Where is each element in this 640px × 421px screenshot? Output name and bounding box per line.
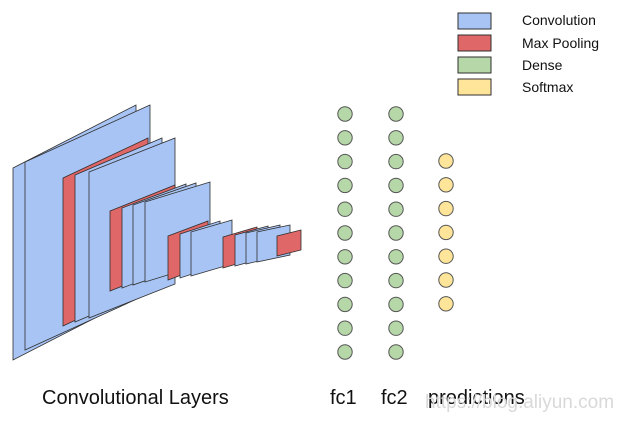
fc2-node-9: [388, 296, 404, 313]
fc1-node-9: [337, 296, 353, 313]
legend-label-convolution: Convolution: [522, 12, 596, 28]
legend-swatch-softmax: [457, 78, 492, 96]
prediction-node-1: [438, 153, 454, 169]
caption-fc2: fc2: [381, 387, 408, 409]
convolutional-layers-stack: [12, 104, 302, 361]
legend-label-softmax: Softmax: [522, 79, 574, 95]
caption-predictions: predictions: [428, 387, 525, 409]
caption-convolutional-layers: Convolutional Layers: [42, 387, 229, 409]
predictions-layer: [438, 153, 454, 312]
fc1-node-11: [337, 344, 353, 360]
fc1-node-8: [337, 272, 353, 289]
fc1-node-3: [337, 153, 353, 170]
fc2-node-4: [388, 177, 404, 194]
fc1-layer: [337, 106, 353, 360]
fc2-node-5: [388, 201, 404, 217]
fc2-node-10: [388, 320, 404, 336]
watermark: https://blog.aliyun.com: [425, 392, 615, 413]
fc2-node-8: [388, 272, 404, 289]
prediction-node-5: [438, 248, 454, 264]
fc2-node-7: [388, 249, 404, 265]
fc2-node-6: [388, 225, 404, 241]
fc1-node-10: [337, 320, 353, 336]
legend-label-max-pooling: Max Pooling: [522, 35, 600, 51]
fc2-node-11: [388, 344, 404, 360]
legend-label-dense: Dense: [522, 57, 563, 73]
fc2-layer: [388, 106, 404, 360]
fc2-node-2: [388, 130, 404, 146]
max-pooling-plane-17: [276, 229, 302, 257]
legend-swatch-convolution: [457, 12, 492, 30]
prediction-node-4: [438, 224, 454, 241]
fc1-node-5: [337, 201, 353, 217]
fc1-node-1: [337, 106, 353, 122]
caption-fc1: fc1: [330, 387, 357, 409]
fc1-node-7: [337, 249, 353, 265]
fc1-node-6: [337, 225, 353, 241]
fc1-node-4: [337, 177, 353, 194]
legend-swatch-dense: [457, 56, 492, 74]
legend: [457, 12, 492, 96]
fc2-node-1: [388, 106, 404, 122]
fc2-node-3: [388, 153, 404, 170]
prediction-node-6: [438, 272, 454, 288]
prediction-node-2: [438, 177, 454, 193]
legend-swatch-max-pooling: [457, 34, 492, 52]
fc1-node-2: [337, 130, 353, 146]
prediction-node-3: [438, 200, 454, 217]
prediction-node-7: [438, 296, 454, 312]
